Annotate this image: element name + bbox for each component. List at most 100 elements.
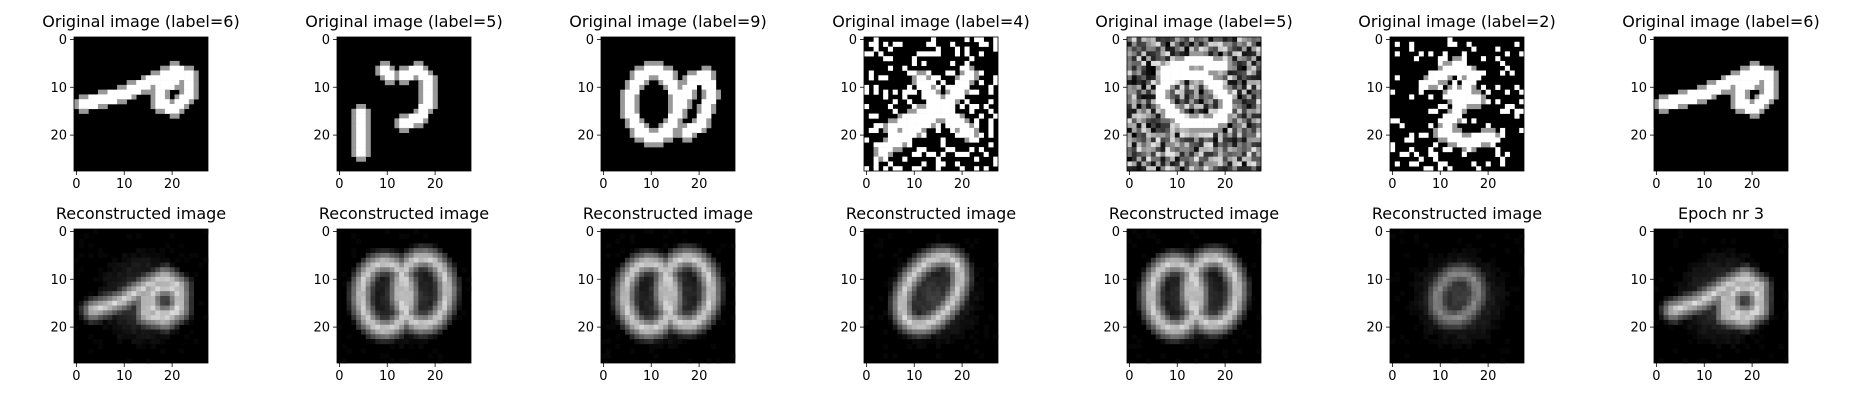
y-tick-label: 10 [1103, 81, 1120, 96]
image-pixels [1390, 229, 1524, 363]
x-tick-label: 20 [1217, 177, 1234, 192]
y-tick-label: 0 [1375, 225, 1383, 240]
y-tick-label: 0 [1112, 225, 1120, 240]
image-pixels [337, 229, 471, 363]
y-tick-label: 0 [586, 225, 594, 240]
x-tick-label: 10 [643, 177, 660, 192]
panel-title: Reconstructed image [319, 204, 489, 223]
y-tick-label: 0 [59, 33, 67, 48]
x-tick-label: 0 [862, 177, 870, 192]
x-tick-label: 10 [1432, 369, 1449, 384]
y-tick-label: 10 [1366, 81, 1383, 96]
x-tick-label: 0 [1125, 177, 1133, 192]
x-tick-label: 0 [72, 177, 80, 192]
panel-title: Reconstructed image [56, 204, 226, 223]
x-tick-label: 10 [116, 369, 133, 384]
y-tick-label: 20 [1630, 129, 1647, 144]
y-tick-label: 20 [577, 321, 594, 336]
image-pixels [1127, 229, 1261, 363]
y-tick-label: 10 [1630, 273, 1647, 288]
y-tick-label: 0 [1639, 33, 1647, 48]
y-tick-label: 0 [59, 225, 67, 240]
y-tick-label: 10 [577, 81, 594, 96]
y-tick-label: 20 [577, 129, 594, 144]
panel-title: Epoch nr 3 [1678, 204, 1764, 223]
y-tick-label: 20 [1366, 321, 1383, 336]
y-tick-label: 20 [313, 129, 330, 144]
x-tick-label: 10 [1696, 369, 1713, 384]
y-tick-label: 20 [840, 321, 857, 336]
panel-3: Original image (label=9) 0 10 20 0 10 20 [569, 12, 766, 192]
y-tick-label: 20 [50, 129, 67, 144]
panel-title: Original image (label=6) [1622, 12, 1819, 31]
y-tick-label: 20 [840, 129, 857, 144]
x-tick-label: 10 [379, 369, 396, 384]
y-tick-label: 10 [313, 81, 330, 96]
x-tick-label: 20 [954, 369, 971, 384]
image-pixels [601, 229, 735, 363]
y-tick-label: 20 [313, 321, 330, 336]
panel-title: Original image (label=5) [305, 12, 502, 31]
x-tick-label: 10 [906, 177, 923, 192]
y-tick-label: 20 [1630, 321, 1647, 336]
x-tick-label: 20 [164, 177, 181, 192]
y-tick-label: 20 [1366, 129, 1383, 144]
y-tick-label: 0 [322, 33, 330, 48]
image-pixels [1390, 37, 1524, 171]
y-tick-label: 10 [1103, 273, 1120, 288]
x-tick-label: 0 [335, 177, 343, 192]
x-tick-label: 0 [1388, 177, 1396, 192]
y-tick-label: 10 [577, 273, 594, 288]
panel-title: Reconstructed image [1109, 204, 1279, 223]
x-tick-label: 10 [906, 369, 923, 384]
image-pixels [601, 37, 735, 171]
x-tick-label: 0 [862, 369, 870, 384]
x-tick-label: 10 [1432, 177, 1449, 192]
y-tick-label: 0 [849, 33, 857, 48]
panel-title: Reconstructed image [1372, 204, 1542, 223]
x-tick-label: 0 [599, 177, 607, 192]
image-pixels [864, 37, 998, 171]
x-tick-label: 20 [164, 369, 181, 384]
image-pixels [74, 37, 208, 171]
panel-10: Reconstructed image 0 10 20 0 10 20 [577, 204, 753, 384]
y-tick-label: 10 [50, 273, 67, 288]
image-pixels [864, 229, 998, 363]
panel-title: Original image (label=5) [1095, 12, 1292, 31]
y-tick-label: 10 [840, 81, 857, 96]
panel-title: Reconstructed image [583, 204, 753, 223]
y-tick-label: 10 [50, 81, 67, 96]
x-tick-label: 20 [954, 177, 971, 192]
image-pixels [1654, 229, 1788, 363]
x-tick-label: 20 [691, 369, 708, 384]
panel-title: Original image (label=9) [569, 12, 766, 31]
y-tick-label: 0 [849, 225, 857, 240]
y-tick-label: 0 [586, 33, 594, 48]
x-tick-label: 0 [1388, 369, 1396, 384]
x-tick-label: 20 [1480, 177, 1497, 192]
x-tick-label: 0 [599, 369, 607, 384]
x-tick-label: 0 [72, 369, 80, 384]
x-tick-label: 10 [643, 369, 660, 384]
y-tick-label: 10 [1366, 273, 1383, 288]
x-tick-label: 10 [116, 177, 133, 192]
y-tick-label: 10 [1630, 81, 1647, 96]
x-tick-label: 20 [427, 369, 444, 384]
x-tick-label: 20 [691, 177, 708, 192]
y-tick-label: 20 [50, 321, 67, 336]
y-tick-label: 20 [1103, 321, 1120, 336]
x-tick-label: 10 [1169, 177, 1186, 192]
panel-8: Reconstructed image 0 10 20 0 10 20 [50, 204, 226, 384]
y-tick-label: 0 [1639, 225, 1647, 240]
image-pixels [1654, 37, 1788, 171]
x-tick-label: 20 [1217, 369, 1234, 384]
